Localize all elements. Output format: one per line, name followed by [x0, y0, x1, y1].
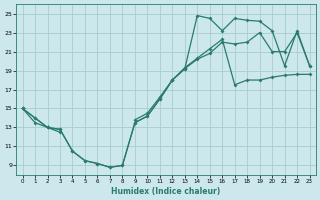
X-axis label: Humidex (Indice chaleur): Humidex (Indice chaleur)	[111, 187, 221, 196]
